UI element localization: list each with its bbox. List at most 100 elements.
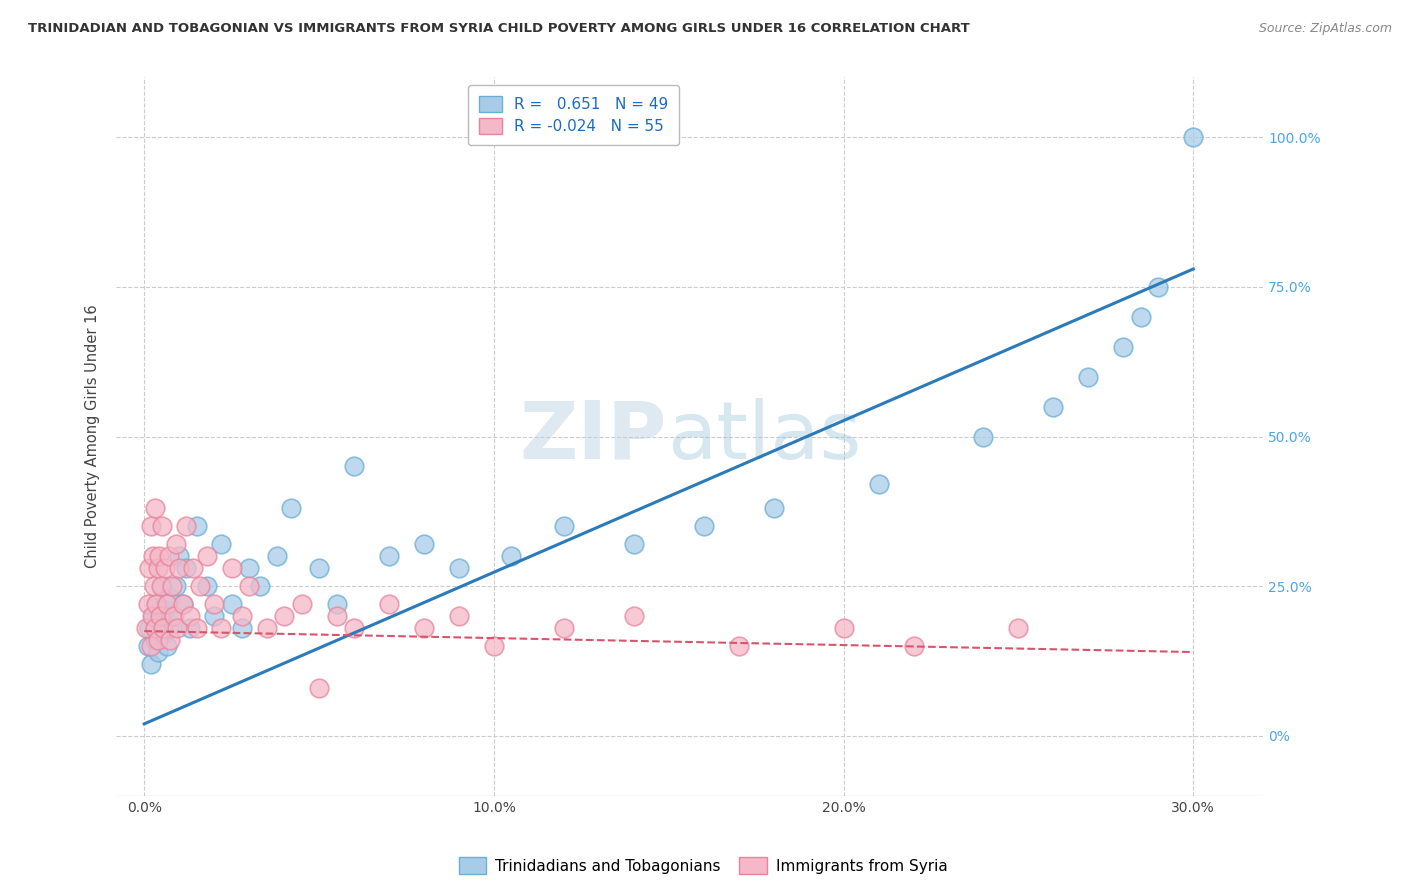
Point bbox=[143, 579, 166, 593]
Point bbox=[186, 621, 208, 635]
Point bbox=[238, 579, 260, 593]
Point bbox=[150, 579, 173, 593]
Point bbox=[280, 501, 302, 516]
Point bbox=[447, 609, 470, 624]
Point bbox=[195, 549, 218, 564]
Text: TRINIDADIAN AND TOBAGONIAN VS IMMIGRANTS FROM SYRIA CHILD POVERTY AMONG GIRLS UN: TRINIDADIAN AND TOBAGONIAN VS IMMIGRANTS… bbox=[28, 22, 970, 36]
Point bbox=[482, 639, 505, 653]
Point bbox=[159, 633, 181, 648]
Point bbox=[343, 621, 366, 635]
Point bbox=[972, 429, 994, 443]
Point bbox=[273, 609, 295, 624]
Point bbox=[1129, 310, 1152, 324]
Point bbox=[141, 519, 163, 533]
Point bbox=[138, 621, 160, 635]
Point bbox=[693, 519, 716, 533]
Point bbox=[174, 561, 197, 575]
Point bbox=[903, 639, 925, 653]
Point bbox=[145, 597, 167, 611]
Point bbox=[231, 609, 253, 624]
Point bbox=[378, 549, 401, 564]
Point bbox=[1077, 369, 1099, 384]
Legend: Trinidadians and Tobagonians, Immigrants from Syria: Trinidadians and Tobagonians, Immigrants… bbox=[453, 851, 953, 880]
Text: Source: ZipAtlas.com: Source: ZipAtlas.com bbox=[1258, 22, 1392, 36]
Point bbox=[762, 501, 785, 516]
Text: atlas: atlas bbox=[666, 398, 862, 475]
Point bbox=[143, 621, 166, 635]
Point bbox=[343, 459, 366, 474]
Point bbox=[209, 621, 232, 635]
Point bbox=[146, 561, 169, 575]
Point bbox=[413, 621, 436, 635]
Point bbox=[166, 621, 188, 635]
Point bbox=[159, 591, 181, 606]
Point bbox=[148, 549, 170, 564]
Point bbox=[165, 537, 187, 551]
Point bbox=[139, 639, 162, 653]
Point bbox=[249, 579, 271, 593]
Point bbox=[325, 597, 347, 611]
Point bbox=[149, 615, 172, 629]
Point bbox=[167, 549, 190, 564]
Point bbox=[163, 609, 186, 624]
Point bbox=[868, 477, 890, 491]
Text: ZIP: ZIP bbox=[520, 398, 666, 475]
Point bbox=[238, 561, 260, 575]
Point bbox=[143, 633, 166, 648]
Point bbox=[832, 621, 855, 635]
Point bbox=[152, 627, 174, 641]
Point bbox=[501, 549, 523, 564]
Point bbox=[148, 633, 170, 648]
Point bbox=[152, 621, 174, 635]
Point bbox=[195, 579, 218, 593]
Point bbox=[141, 657, 163, 671]
Point bbox=[135, 621, 157, 635]
Point bbox=[160, 609, 183, 624]
Point bbox=[308, 561, 330, 575]
Point bbox=[308, 681, 330, 695]
Point bbox=[256, 621, 278, 635]
Point bbox=[150, 579, 173, 593]
Point bbox=[1007, 621, 1029, 635]
Point bbox=[167, 561, 190, 575]
Point bbox=[145, 501, 167, 516]
Point bbox=[291, 597, 314, 611]
Point bbox=[136, 639, 159, 653]
Point bbox=[209, 537, 232, 551]
Point bbox=[141, 609, 163, 624]
Point bbox=[160, 579, 183, 593]
Point bbox=[221, 561, 243, 575]
Point bbox=[266, 549, 288, 564]
Legend: R =   0.651   N = 49, R = -0.024   N = 55: R = 0.651 N = 49, R = -0.024 N = 55 bbox=[468, 85, 679, 145]
Point bbox=[325, 609, 347, 624]
Point bbox=[155, 561, 177, 575]
Point bbox=[172, 597, 194, 611]
Point bbox=[179, 609, 201, 624]
Point bbox=[145, 597, 167, 611]
Point bbox=[413, 537, 436, 551]
Point bbox=[150, 519, 173, 533]
Point bbox=[157, 621, 180, 635]
Point bbox=[1147, 280, 1170, 294]
Point bbox=[378, 597, 401, 611]
Point bbox=[221, 597, 243, 611]
Point bbox=[1112, 340, 1135, 354]
Point bbox=[623, 537, 645, 551]
Point bbox=[155, 603, 177, 617]
Point bbox=[231, 621, 253, 635]
Point bbox=[156, 597, 179, 611]
Point bbox=[553, 519, 575, 533]
Point bbox=[623, 609, 645, 624]
Point bbox=[165, 579, 187, 593]
Point bbox=[142, 549, 165, 564]
Point bbox=[142, 609, 165, 624]
Point bbox=[174, 519, 197, 533]
Point bbox=[149, 609, 172, 624]
Point bbox=[202, 609, 225, 624]
Point bbox=[186, 519, 208, 533]
Point bbox=[727, 639, 749, 653]
Y-axis label: Child Poverty Among Girls Under 16: Child Poverty Among Girls Under 16 bbox=[86, 305, 100, 568]
Point bbox=[156, 639, 179, 653]
Point bbox=[447, 561, 470, 575]
Point bbox=[202, 597, 225, 611]
